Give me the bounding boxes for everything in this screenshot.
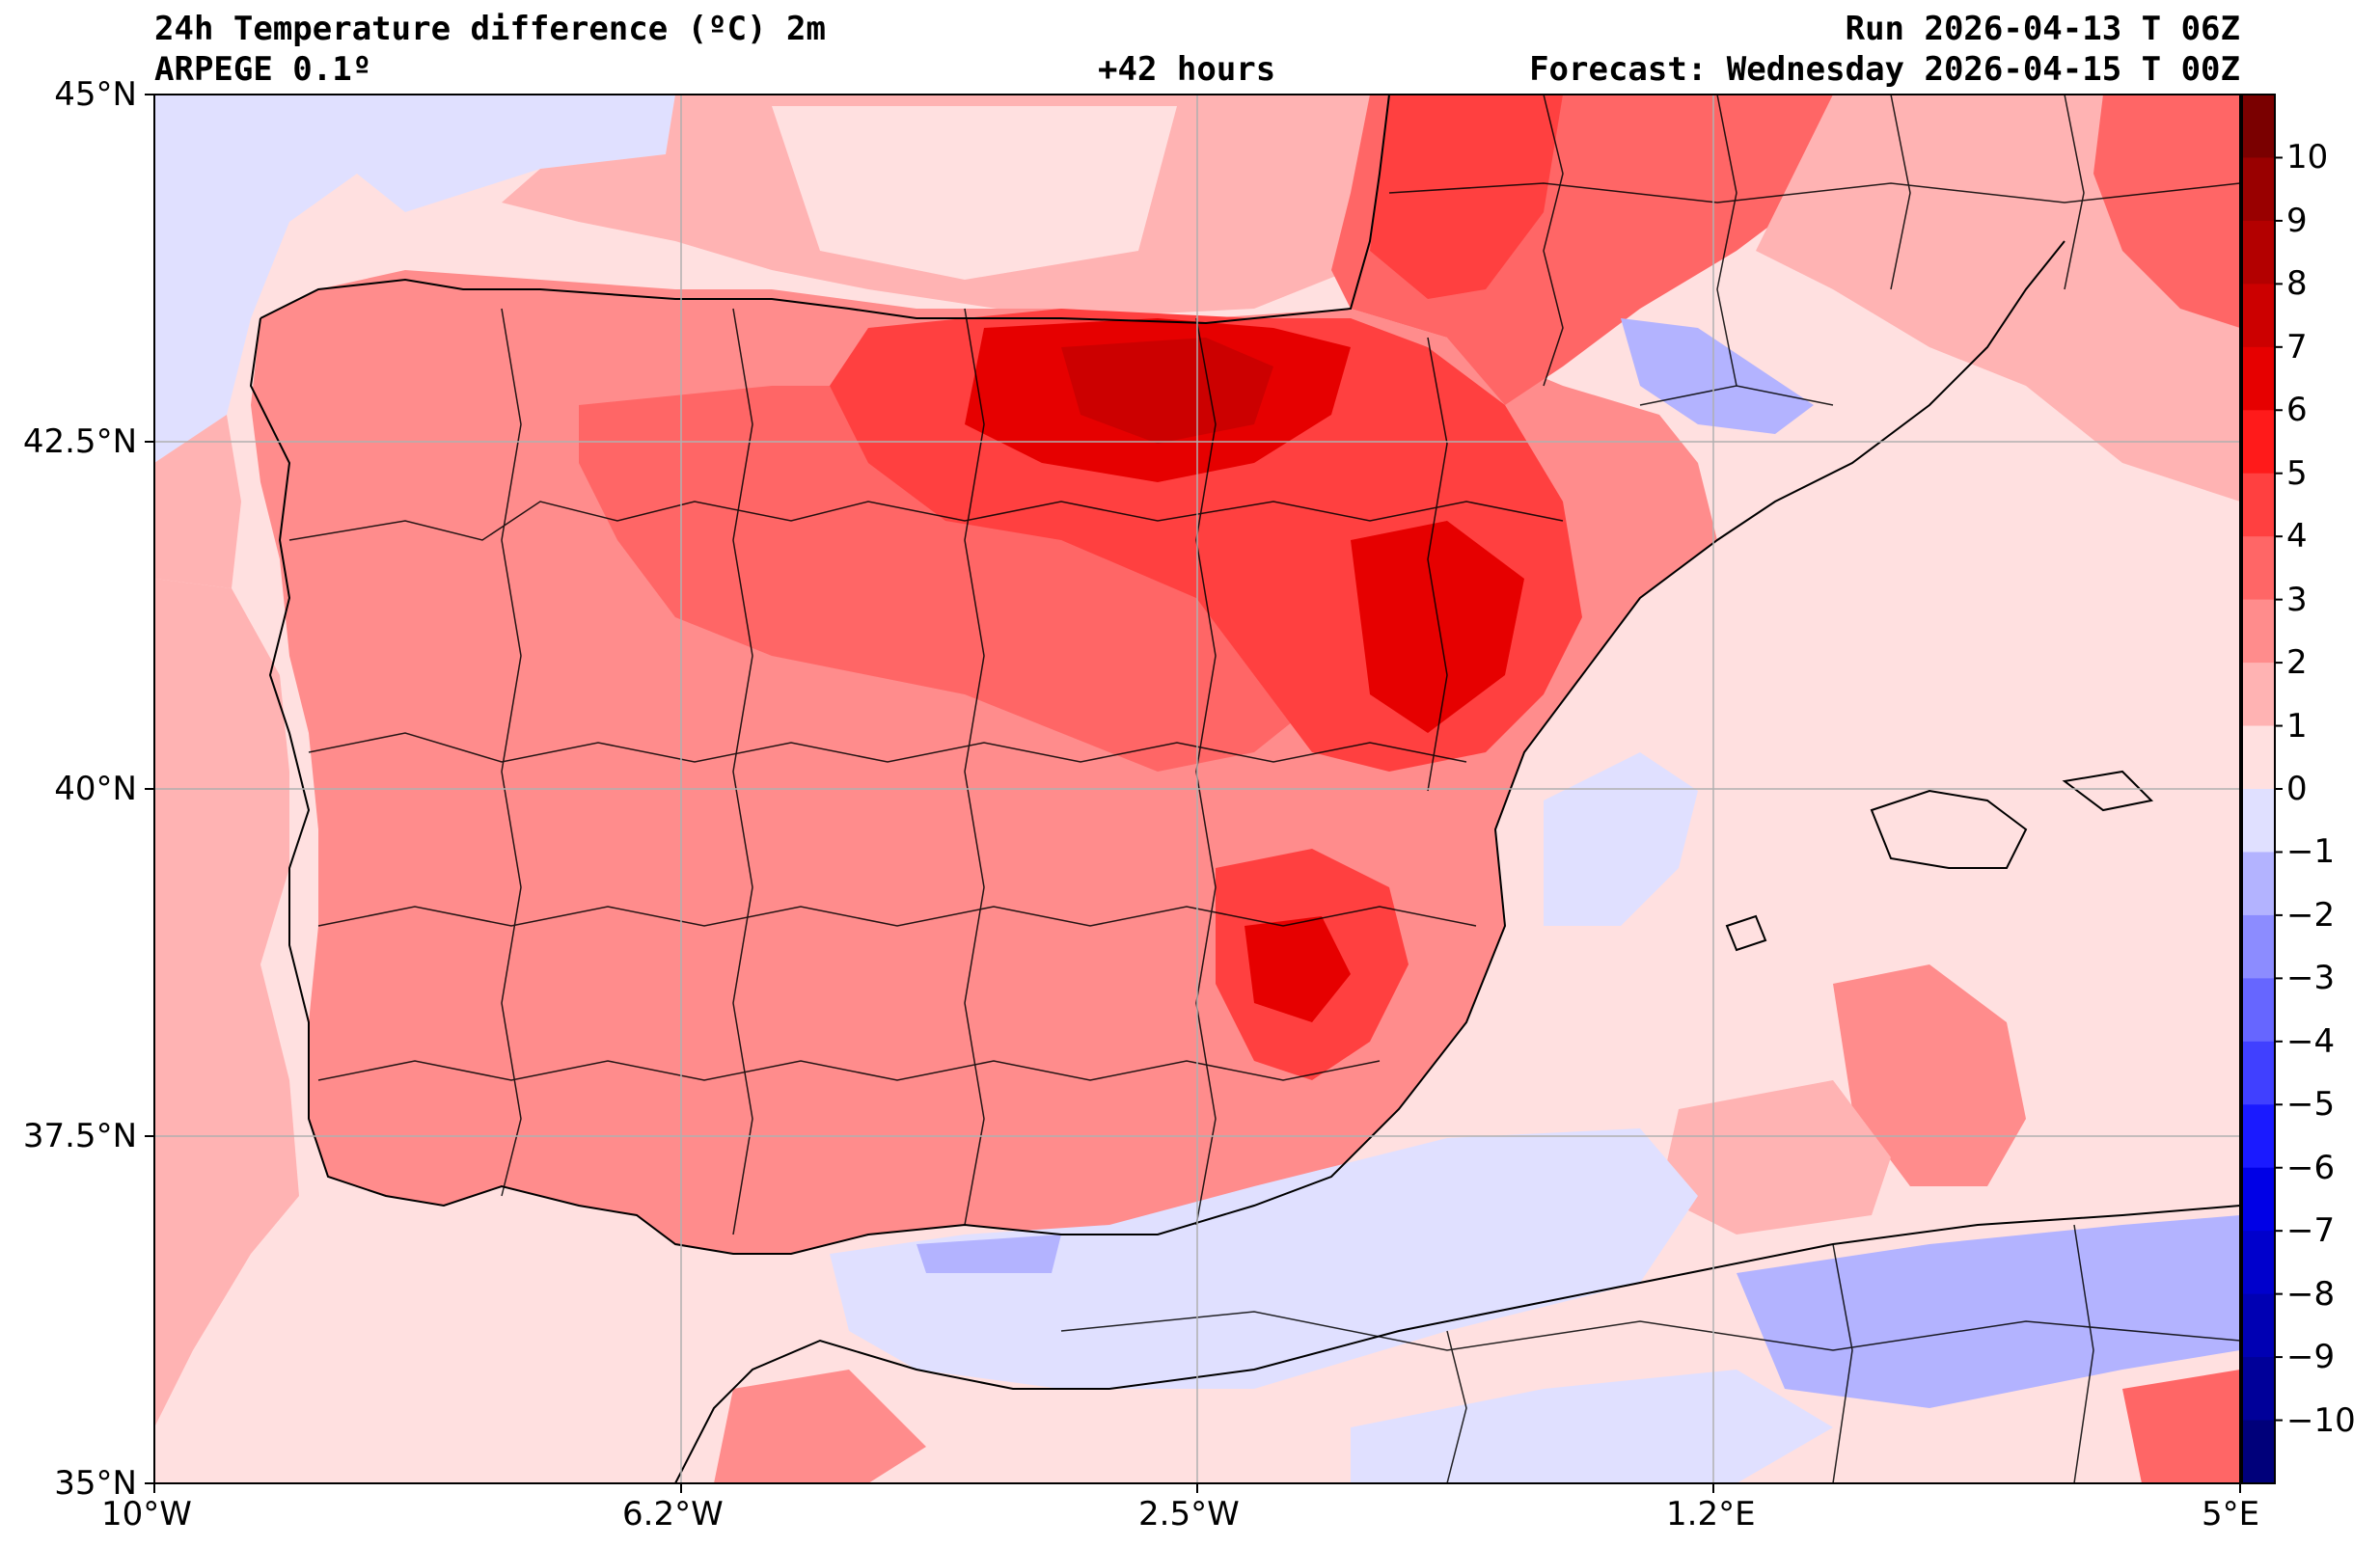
france-hot-area [1370, 95, 1563, 299]
lon-label-5e: 5°E [2202, 1495, 2260, 1533]
colorbar-segment [2242, 1420, 2275, 1484]
colorbar-segment [2242, 1167, 2275, 1232]
colorbar-tick-label: −3 [2286, 959, 2336, 998]
colorbar-segment [2242, 1357, 2275, 1422]
lon-label-2-5w: 2.5°W [1138, 1495, 1240, 1533]
atlantic-warm-band [154, 415, 241, 588]
colorbar-segment [2242, 1104, 2275, 1169]
run-label: Run 2026-04-13 T 06Z [1845, 10, 2240, 48]
colorbar [2241, 94, 2283, 1484]
coastlines [249, 95, 2240, 1483]
colorbar-tick-label: 7 [2286, 327, 2308, 366]
colorbar-tick-label: 1 [2286, 706, 2308, 746]
colorbar-segment [2242, 410, 2275, 475]
morocco-warm-area [714, 1370, 926, 1483]
colorbar-segment [2242, 1231, 2275, 1295]
lat-label-42-5n: 42.5°N [22, 422, 137, 461]
colorbar-segment [2242, 346, 2275, 411]
colorbar-tick-label: 8 [2286, 264, 2308, 304]
colorbar-segment [2242, 914, 2275, 979]
forecast-label: Forecast: Wednesday 2026-04-15 T 00Z [1529, 50, 2240, 89]
colorbar-tick-label: 5 [2286, 453, 2308, 493]
southeast-hot-core [1245, 916, 1351, 1022]
colorbar-tick-label: −9 [2286, 1338, 2336, 1377]
colorbar-segment [2242, 725, 2275, 790]
colorbar-segment [2242, 536, 2275, 601]
sea-warm-patch-2 [1659, 1080, 1891, 1235]
colorbar-segment [2242, 1041, 2275, 1105]
colorbar-segment [2242, 95, 2275, 158]
alboran-cold-patch [916, 1235, 1061, 1273]
lat-label-37-5n: 37.5°N [22, 1117, 137, 1155]
atlantic-cool-area [154, 95, 675, 463]
aragon-hot-core [1351, 521, 1524, 733]
colorbar-tick-label: 0 [2286, 770, 2308, 808]
lat-label-35n: 35°N [54, 1464, 137, 1503]
colorbar-tick-label: 2 [2286, 643, 2308, 683]
colorbar-segment [2242, 663, 2275, 727]
colorbar-tick-label: −8 [2286, 1274, 2336, 1314]
mediterranean-mild [1447, 540, 2240, 1273]
colorbar-segment [2242, 1293, 2275, 1358]
colorbar-segment [2242, 284, 2275, 348]
colorbar-tick-label: −6 [2286, 1148, 2336, 1187]
colorbar-tick-label: 9 [2286, 201, 2308, 240]
colorbar-tick-label: −10 [2286, 1400, 2356, 1440]
colorbar-tick-label: −4 [2286, 1021, 2336, 1061]
colorbar-tick-label: −7 [2286, 1211, 2336, 1251]
colorbar-tick-label: 4 [2286, 517, 2308, 556]
colorbar-segment [2242, 978, 2275, 1043]
colorbar-segment [2242, 220, 2275, 285]
colorbar-segment [2242, 157, 2275, 222]
colorbar-tick-label: 3 [2286, 580, 2308, 619]
model-label: ARPEGE 0.1º [154, 50, 372, 89]
lon-label-6-2w: 6.2°W [622, 1495, 724, 1533]
colorbar-tick-label: −2 [2286, 895, 2336, 935]
colorbar-segment [2242, 473, 2275, 537]
valencia-cool-sea [1544, 752, 1698, 926]
map-field [154, 95, 2240, 1483]
portugal-coast-band [154, 579, 299, 1427]
colorbar-tick-label: 10 [2286, 138, 2329, 177]
colorbar-tick-label: −5 [2286, 1085, 2336, 1125]
biscay-mild-patch [772, 106, 1177, 280]
colorbar-segment [2242, 789, 2275, 853]
axis-ticks [145, 94, 2241, 1493]
east-hot-area [2093, 95, 2240, 328]
colorbar-tick-label: −1 [2286, 832, 2336, 872]
sea-warm-patch [1833, 964, 2026, 1186]
colorbar-segment [2242, 599, 2275, 664]
colorbar-segment [2242, 852, 2275, 916]
atlas-cool-area [1737, 1215, 2240, 1408]
lat-label-45n: 45°N [54, 75, 137, 114]
lon-label-10w: 10°W [101, 1495, 192, 1533]
colorbar-tick-label: 6 [2286, 391, 2308, 430]
lat-label-40n: 40°N [54, 770, 137, 808]
pyrenees-cool-area [1621, 318, 1814, 434]
alboran-cool-area [830, 1128, 1698, 1389]
map-title: 24h Temperature difference (ºC) 2m [154, 10, 826, 48]
algeria-cool-area [1351, 1370, 1833, 1483]
admin-boundaries [288, 95, 2240, 1483]
lead-time-label: +42 hours [1098, 50, 1276, 89]
graticule [154, 95, 2240, 1483]
tunisia-warm-area [2122, 1370, 2240, 1483]
lon-label-1-2e: 1.2°E [1666, 1495, 1756, 1533]
hottest-core [1061, 338, 1273, 444]
